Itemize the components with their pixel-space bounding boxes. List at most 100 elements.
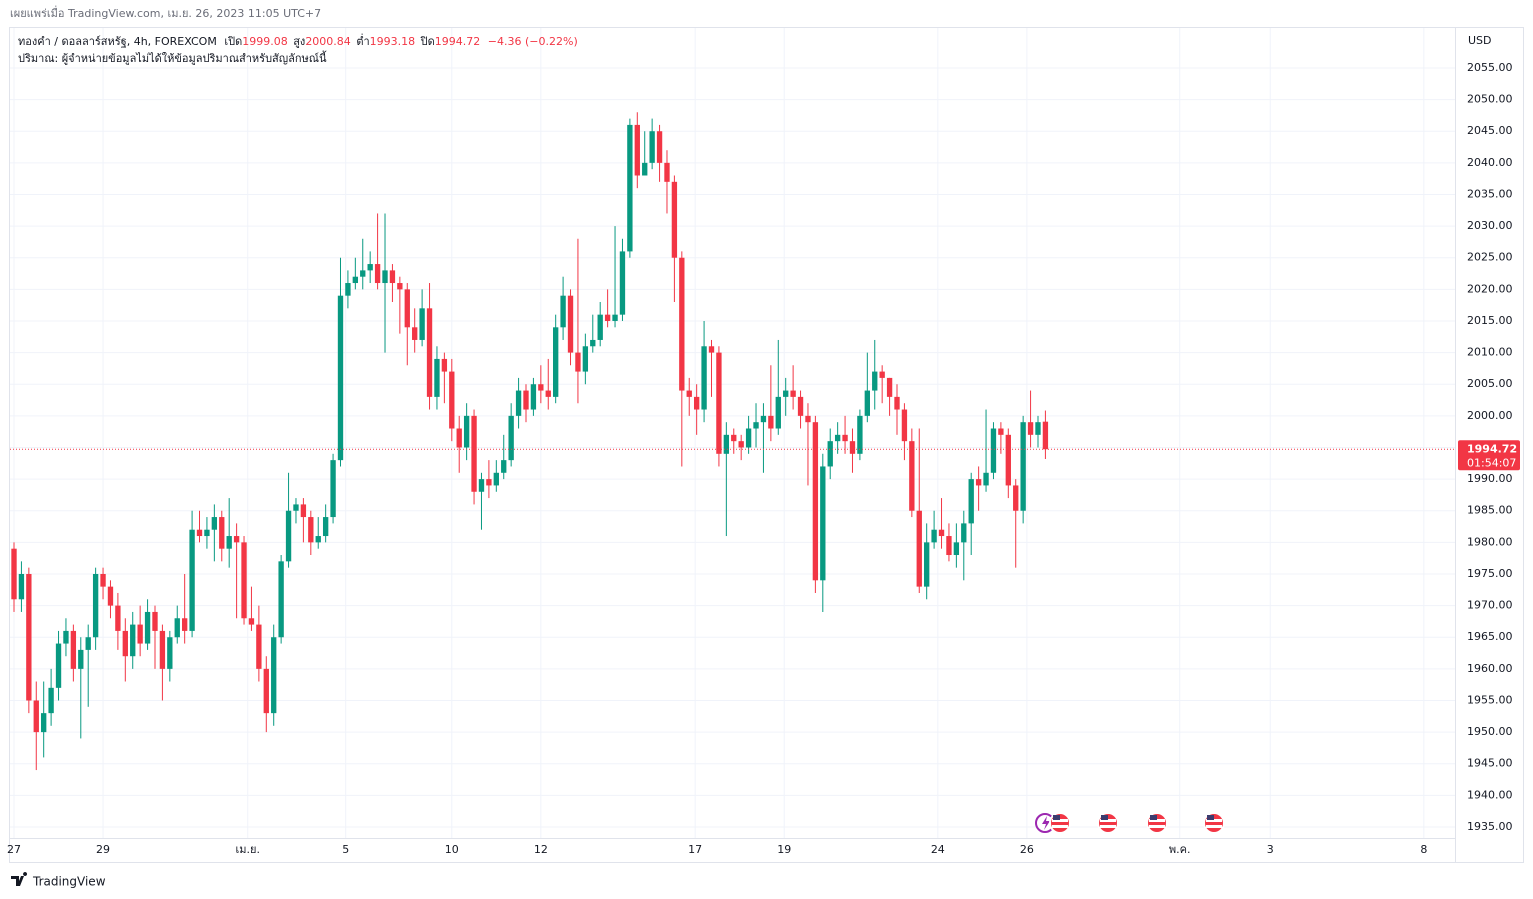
footer-brand: TradingView	[32, 875, 106, 889]
candle-body	[293, 504, 299, 511]
candle-body	[382, 270, 388, 284]
candle-body	[946, 536, 952, 556]
candle-body	[909, 441, 915, 511]
candle-body	[649, 131, 655, 163]
y-tick-label: 2025.00	[1467, 251, 1513, 264]
x-tick-label: 26	[1020, 843, 1034, 856]
candle-body	[805, 415, 811, 423]
candle-body	[768, 415, 774, 429]
y-tick-label: 1960.00	[1467, 662, 1513, 675]
countdown-label: 01:54:07	[1467, 456, 1516, 469]
candle-body	[41, 713, 47, 733]
candle-body	[515, 390, 522, 416]
candle-body	[983, 472, 989, 486]
candle-body	[916, 510, 922, 587]
candle-body	[181, 618, 188, 631]
candle-body	[812, 422, 819, 581]
candle-body	[857, 415, 863, 454]
candle-body	[783, 390, 789, 397]
candle-body	[834, 434, 841, 442]
candle-body	[731, 434, 737, 442]
event-icon	[1146, 812, 1168, 834]
y-tick-label: 1935.00	[1467, 820, 1513, 833]
candle-body	[248, 618, 255, 625]
y-tick-label: 1990.00	[1467, 472, 1513, 485]
candle-body	[582, 346, 589, 372]
candle-body	[790, 390, 796, 397]
candle-body	[322, 517, 329, 537]
candle-body	[723, 434, 730, 454]
candles	[11, 112, 1049, 771]
candle-body	[1035, 422, 1041, 435]
candle-body	[196, 529, 203, 537]
x-tick-label: 27	[7, 843, 21, 856]
candle-body	[456, 428, 462, 448]
candle-body	[167, 637, 173, 669]
candle-body	[656, 131, 663, 163]
y-tick-label: 2030.00	[1467, 219, 1513, 232]
candle-body	[849, 441, 856, 454]
candle-body	[404, 289, 410, 328]
y-unit: USD	[1468, 34, 1492, 47]
candle-body	[263, 668, 269, 714]
candle-body	[745, 428, 752, 448]
candle-body	[85, 637, 91, 650]
candle-body	[107, 586, 114, 606]
candle-body	[92, 573, 99, 638]
candle-body	[760, 415, 767, 423]
candle-body	[374, 264, 381, 284]
change-label: −4.36 (−0.22%)	[488, 35, 578, 48]
close-value: 1994.72	[435, 35, 481, 48]
candle-body	[233, 536, 240, 543]
event-icon	[1097, 812, 1119, 834]
candle-body	[924, 542, 930, 587]
y-tick-label: 2045.00	[1467, 124, 1513, 137]
candle-body	[308, 517, 314, 543]
candle-body	[278, 561, 284, 638]
x-tick-label: 3	[1267, 843, 1274, 856]
y-tick-label: 1970.00	[1467, 599, 1513, 612]
candle-body	[70, 630, 77, 669]
candle-body	[352, 276, 359, 284]
y-tick-label: 1965.00	[1467, 630, 1513, 643]
candle-body	[872, 371, 878, 391]
y-tick-label: 2020.00	[1467, 282, 1513, 295]
candle-body	[300, 504, 307, 518]
candle-body	[990, 428, 997, 473]
last-price-label: 1994.72	[1467, 442, 1517, 455]
candle-body	[204, 529, 210, 537]
candle-body	[538, 384, 544, 391]
candle-body	[337, 295, 344, 461]
candle-body	[886, 377, 893, 397]
candle-body	[11, 548, 17, 600]
y-tick-label: 1940.00	[1467, 788, 1513, 801]
candle-body	[597, 314, 603, 340]
candle-body	[1027, 422, 1034, 435]
candle-body	[879, 371, 885, 378]
candle-body	[575, 352, 581, 372]
candle-body	[285, 510, 292, 562]
candle-body	[55, 643, 62, 688]
candle-body	[953, 542, 960, 556]
candle-body	[345, 283, 351, 296]
candle-body	[664, 162, 670, 182]
legend: ทองคำ / ดอลลาร์สหรัฐ, 4h, FOREXCOM เปิด1…	[18, 33, 578, 48]
candle-body	[189, 529, 195, 631]
candle-body	[226, 536, 232, 549]
candle-body	[612, 314, 618, 321]
low-value: 1993.18	[370, 35, 416, 48]
candle-body	[501, 460, 507, 473]
candle-body	[63, 630, 69, 644]
x-tick-label: 29	[96, 843, 110, 856]
candle-body	[553, 327, 559, 397]
candle-body	[894, 396, 900, 410]
candle-body	[701, 346, 707, 410]
candle-body	[508, 415, 514, 461]
x-tick-label: 5	[342, 843, 349, 856]
x-tick-label: 8	[1420, 843, 1427, 856]
close-label: ปิด	[420, 35, 435, 48]
y-tick-label: 1985.00	[1467, 504, 1513, 517]
candle-body	[426, 308, 433, 397]
y-tick-label: 2005.00	[1467, 377, 1513, 390]
candle-body	[211, 517, 218, 530]
